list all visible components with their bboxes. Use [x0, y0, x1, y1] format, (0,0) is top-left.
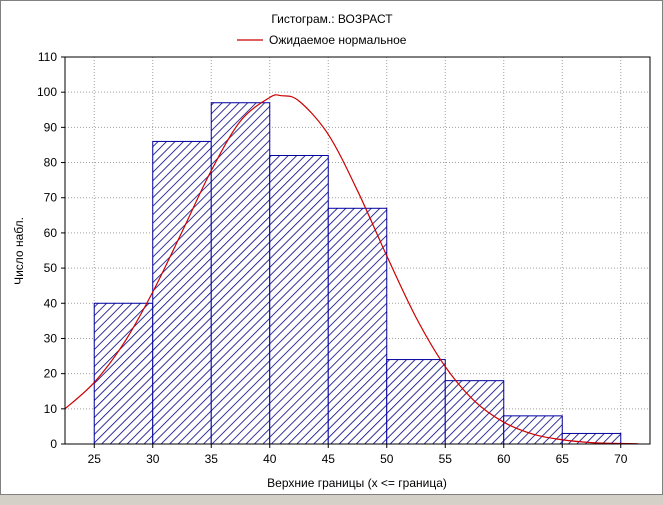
y-tick-label: 50: [44, 261, 58, 275]
x-tick-label: 25: [88, 452, 102, 466]
y-tick-label: 0: [50, 437, 57, 451]
y-tick-label: 100: [37, 85, 57, 99]
y-tick-label: 110: [38, 50, 57, 64]
histogram-bar: [327, 207, 388, 445]
x-tick-label: 30: [146, 452, 160, 466]
x-tick-label: 65: [556, 452, 570, 466]
bars: [93, 102, 622, 445]
y-tick-label: 20: [44, 367, 58, 381]
x-tick-label: 50: [380, 452, 394, 466]
x-axis-ticks: 25 30 35 40 45 50 55 60 65 70: [88, 444, 628, 466]
x-tick-label: 60: [497, 452, 511, 466]
histogram-bar: [503, 415, 563, 445]
legend: Ожидаемое нормальное: [237, 33, 407, 47]
legend-label: Ожидаемое нормальное: [269, 33, 407, 47]
histogram-bar: [444, 380, 505, 445]
y-tick-label: 10: [44, 402, 58, 416]
expected-normal-curve-layer: [65, 94, 639, 444]
histogram-bar: [269, 155, 329, 445]
histogram-bar: [152, 140, 212, 445]
y-tick-label: 70: [44, 191, 58, 205]
x-tick-label: 70: [614, 452, 628, 466]
chart-title: Гистограм.: ВОЗРАСТ: [271, 12, 393, 26]
y-tick-label: 90: [44, 120, 58, 134]
x-tick-label: 35: [205, 452, 219, 466]
y-axis-ticks: 0 10 20 30 40 50 60 70 80 90 100 110: [37, 50, 65, 451]
x-tick-label: 55: [439, 452, 453, 466]
x-tick-label: 45: [322, 452, 336, 466]
histogram-bar: [93, 302, 154, 445]
y-tick-label: 30: [44, 331, 58, 345]
expected-normal-curve: [65, 94, 639, 444]
y-tick-label: 60: [44, 226, 58, 240]
histogram-chart: Гистограм.: ВОЗРАСТ Ожидаемое нормальное…: [12, 12, 651, 490]
x-axis-label: Верхние границы (x <= граница): [267, 476, 447, 490]
histogram-bar: [386, 359, 446, 445]
x-tick-label: 40: [263, 452, 277, 466]
y-tick-label: 80: [44, 156, 58, 170]
y-tick-label: 40: [44, 296, 58, 310]
y-axis-label: Число набл.: [12, 217, 26, 285]
plot-frame: [64, 56, 651, 445]
